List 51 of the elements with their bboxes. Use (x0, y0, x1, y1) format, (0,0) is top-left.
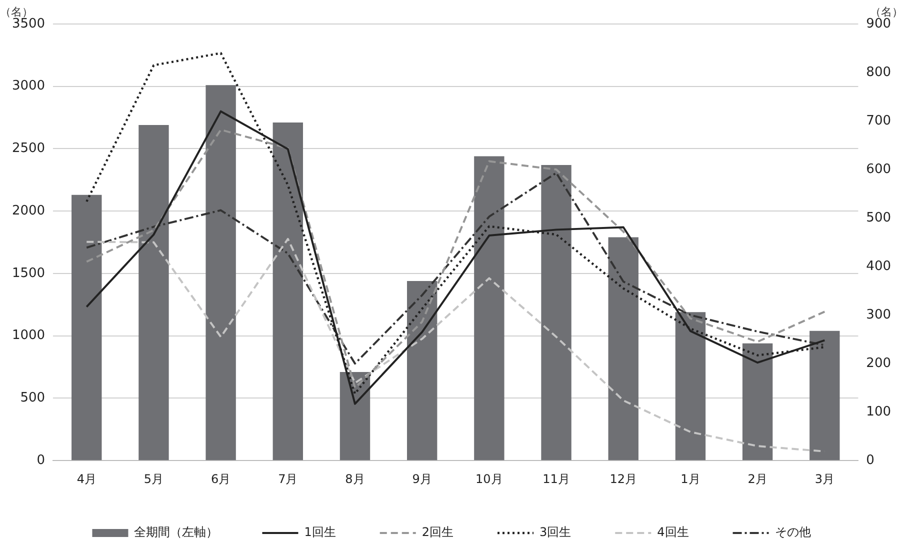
bar (406, 280, 438, 460)
bar (340, 372, 370, 460)
y-tick-label: 0 (36, 452, 46, 468)
y2-tick-label: 500 (866, 210, 892, 226)
bar (810, 330, 840, 460)
bar (541, 164, 572, 460)
y2-tick-label: 0 (866, 452, 874, 468)
y-tick-label: 1500 (12, 266, 46, 281)
x-tick-label: 10月 (476, 472, 503, 486)
x-tick-label: 2月 (748, 472, 768, 486)
bar (608, 237, 638, 460)
y2-axis-title: （名） (870, 5, 903, 18)
legend-label: 1回生 (304, 525, 336, 540)
y2-tick-label: 800 (866, 64, 892, 80)
x-tick-label: 1月 (680, 472, 700, 486)
y-tick-label: 1000 (12, 328, 46, 344)
y-tick-label: 2000 (12, 203, 46, 218)
legend-label: 2回生 (422, 525, 454, 540)
bar (474, 156, 504, 460)
x-tick-label: 3月 (814, 472, 834, 486)
x-tick-label: 9月 (412, 472, 432, 486)
legend-label: 4回生 (657, 525, 689, 540)
y2-tick-label: 200 (866, 356, 892, 371)
legend-label: その他 (774, 525, 811, 540)
bar (206, 85, 236, 460)
bar (72, 194, 102, 460)
y2-tick-label: 100 (866, 404, 892, 420)
y-tick-label: 500 (20, 390, 46, 406)
x-tick-label: 8月 (345, 472, 365, 486)
y-tick-label: 2500 (12, 141, 46, 156)
bar (272, 122, 303, 460)
y2-tick-label: 900 (866, 16, 892, 32)
y2-tick-label: 300 (866, 307, 892, 322)
legend-label: 3回生 (540, 525, 572, 540)
y2-tick-label: 600 (866, 162, 892, 177)
y2-tick-label: 400 (866, 258, 892, 274)
legend-label: 全期間（左軸） (134, 525, 218, 540)
y2-tick-label: 700 (866, 113, 892, 128)
y-tick-label: 3500 (12, 16, 46, 32)
x-tick-label: 11月 (542, 472, 570, 486)
y-axis-title: （名） (0, 5, 33, 18)
bar (138, 125, 169, 460)
x-tick-label: 6月 (210, 472, 231, 486)
bar (675, 312, 706, 460)
x-tick-label: 7月 (278, 472, 298, 486)
x-tick-label: 12月 (610, 472, 638, 486)
bar (742, 343, 773, 460)
line-series (86, 172, 826, 365)
x-tick-label: 5月 (144, 472, 164, 486)
x-tick-label: 4月 (76, 472, 96, 486)
y-tick-label: 3000 (12, 78, 46, 94)
